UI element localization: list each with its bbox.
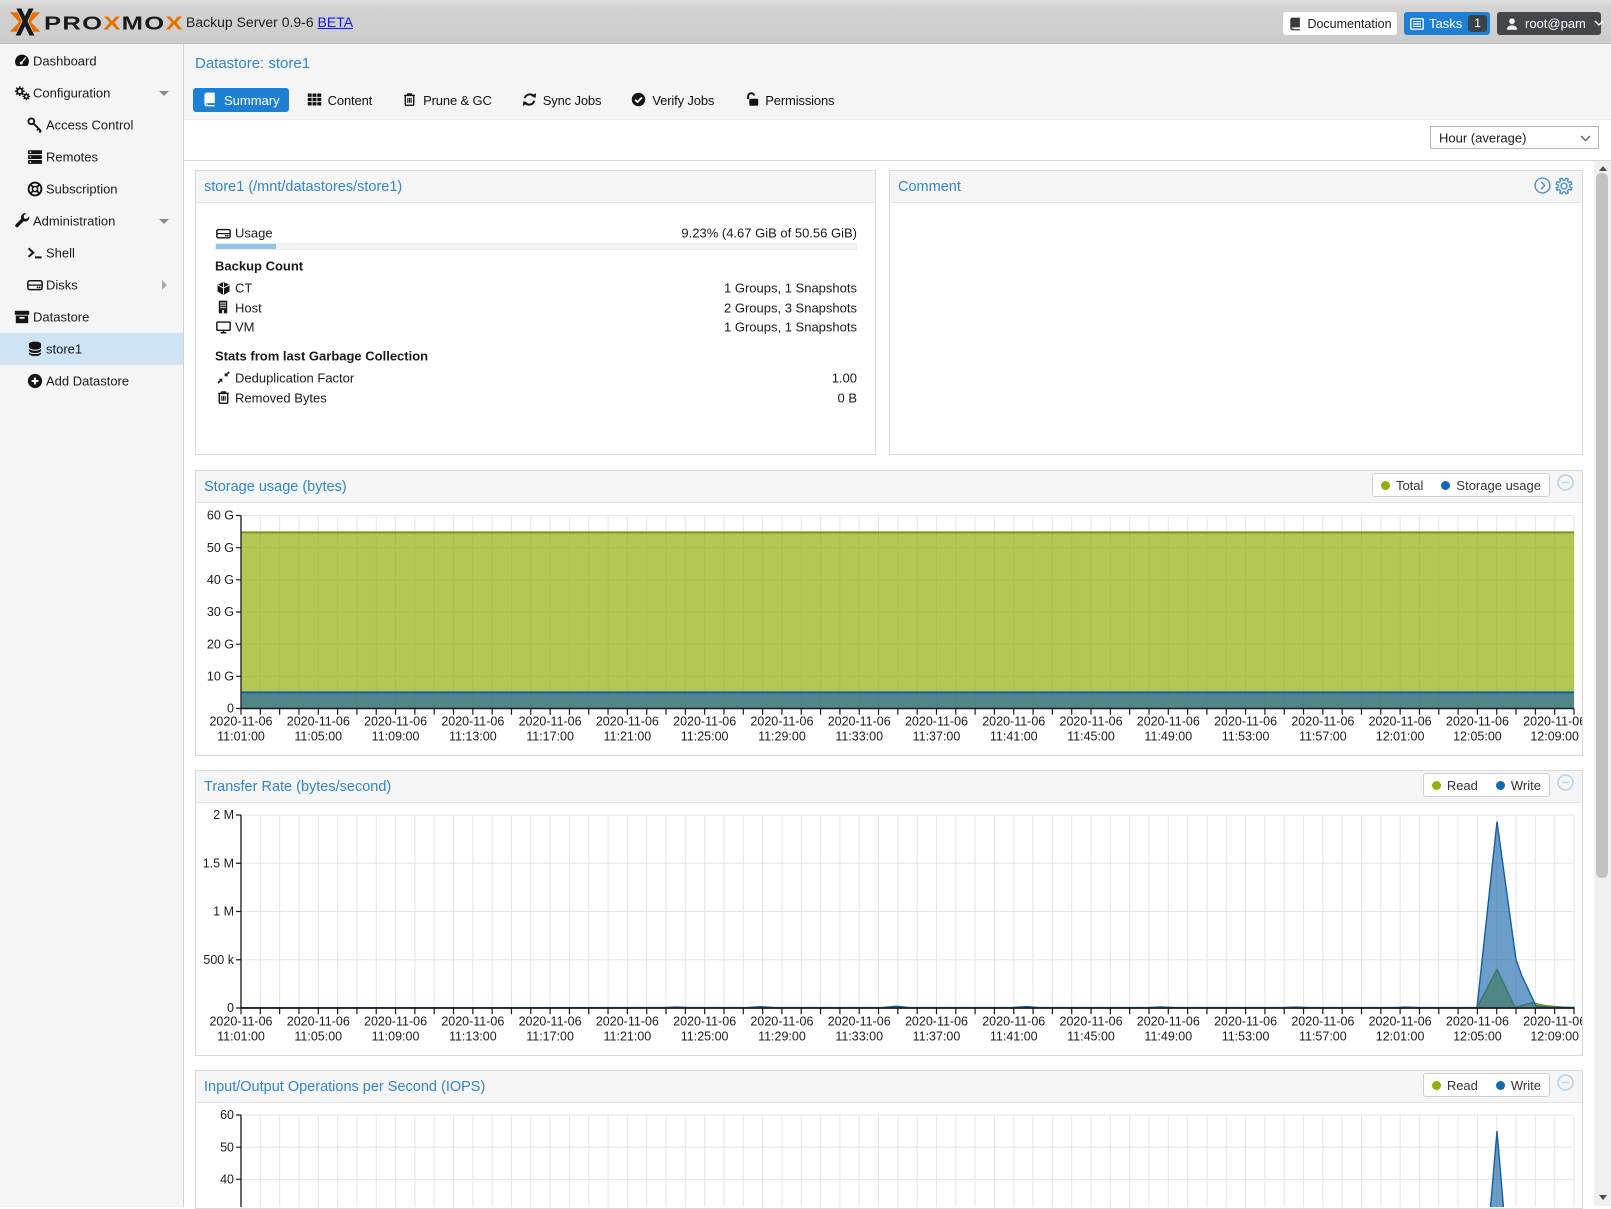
svg-text:2020-11-06: 2020-11-06 <box>982 715 1045 729</box>
svg-text:11:29:00: 11:29:00 <box>758 730 806 744</box>
svg-text:2020-11-06: 2020-11-06 <box>441 1015 504 1029</box>
svg-text:11:37:00: 11:37:00 <box>913 730 961 744</box>
svg-text:0: 0 <box>227 702 234 716</box>
svg-text:11:49:00: 11:49:00 <box>1144 730 1192 744</box>
svg-text:2020-11-06: 2020-11-06 <box>596 1015 659 1029</box>
svg-text:11:45:00: 11:45:00 <box>1067 1030 1115 1044</box>
svg-text:1 M: 1 M <box>213 905 234 919</box>
svg-text:2020-11-06: 2020-11-06 <box>1291 1015 1354 1029</box>
svg-text:0: 0 <box>227 1001 234 1015</box>
svg-text:2020-11-06: 2020-11-06 <box>1214 1015 1277 1029</box>
svg-text:30 G: 30 G <box>207 605 234 619</box>
svg-text:11:13:00: 11:13:00 <box>449 730 497 744</box>
svg-text:2020-11-06: 2020-11-06 <box>905 1015 968 1029</box>
svg-text:11:37:00: 11:37:00 <box>913 1030 961 1044</box>
svg-text:11:57:00: 11:57:00 <box>1299 730 1347 744</box>
svg-text:2020-11-06: 2020-11-06 <box>750 1015 813 1029</box>
svg-text:2020-11-06: 2020-11-06 <box>596 715 659 729</box>
svg-text:2020-11-06: 2020-11-06 <box>1523 715 1582 729</box>
svg-text:2020-11-06: 2020-11-06 <box>209 1015 272 1029</box>
svg-text:2020-11-06: 2020-11-06 <box>1060 715 1123 729</box>
svg-text:2020-11-06: 2020-11-06 <box>673 715 736 729</box>
svg-text:2020-11-06: 2020-11-06 <box>1214 715 1277 729</box>
svg-text:11:29:00: 11:29:00 <box>758 1030 806 1044</box>
svg-text:40: 40 <box>220 1173 234 1187</box>
svg-text:2020-11-06: 2020-11-06 <box>905 715 968 729</box>
svg-text:2020-11-06: 2020-11-06 <box>750 715 813 729</box>
svg-text:11:17:00: 11:17:00 <box>526 1030 574 1044</box>
svg-text:12:09:00: 12:09:00 <box>1530 730 1579 744</box>
svg-text:2020-11-06: 2020-11-06 <box>364 715 427 729</box>
svg-text:12:05:00: 12:05:00 <box>1453 730 1502 744</box>
svg-text:2020-11-06: 2020-11-06 <box>1369 1015 1432 1029</box>
svg-text:11:13:00: 11:13:00 <box>449 1030 497 1044</box>
svg-text:11:45:00: 11:45:00 <box>1067 730 1115 744</box>
svg-text:11:09:00: 11:09:00 <box>372 1030 420 1044</box>
svg-text:2020-11-06: 2020-11-06 <box>1137 715 1200 729</box>
svg-text:2020-11-06: 2020-11-06 <box>828 715 891 729</box>
svg-text:11:41:00: 11:41:00 <box>990 730 1038 744</box>
svg-text:11:09:00: 11:09:00 <box>372 730 420 744</box>
svg-text:20 G: 20 G <box>207 637 234 651</box>
svg-text:2020-11-06: 2020-11-06 <box>519 715 582 729</box>
svg-text:2020-11-06: 2020-11-06 <box>1523 1015 1582 1029</box>
svg-text:2020-11-06: 2020-11-06 <box>673 1015 736 1029</box>
svg-text:11:53:00: 11:53:00 <box>1222 1030 1270 1044</box>
svg-text:2020-11-06: 2020-11-06 <box>519 1015 582 1029</box>
svg-text:11:25:00: 11:25:00 <box>681 1030 729 1044</box>
svg-text:2020-11-06: 2020-11-06 <box>287 715 350 729</box>
svg-text:2020-11-06: 2020-11-06 <box>1446 715 1509 729</box>
svg-text:11:21:00: 11:21:00 <box>604 730 652 744</box>
svg-text:2020-11-06: 2020-11-06 <box>828 1015 891 1029</box>
svg-text:2020-11-06: 2020-11-06 <box>1060 1015 1123 1029</box>
svg-text:60 G: 60 G <box>207 509 234 523</box>
svg-text:11:01:00: 11:01:00 <box>217 730 265 744</box>
svg-text:11:33:00: 11:33:00 <box>835 730 883 744</box>
svg-text:2020-11-06: 2020-11-06 <box>364 1015 427 1029</box>
svg-text:11:49:00: 11:49:00 <box>1144 1030 1192 1044</box>
svg-text:11:53:00: 11:53:00 <box>1222 730 1270 744</box>
svg-text:12:01:00: 12:01:00 <box>1376 730 1425 744</box>
svg-text:10 G: 10 G <box>207 670 234 684</box>
svg-text:2020-11-06: 2020-11-06 <box>209 715 272 729</box>
svg-text:12:05:00: 12:05:00 <box>1453 1030 1502 1044</box>
svg-text:11:05:00: 11:05:00 <box>294 730 342 744</box>
svg-text:2 M: 2 M <box>213 808 234 822</box>
svg-text:11:57:00: 11:57:00 <box>1299 1030 1347 1044</box>
svg-text:11:01:00: 11:01:00 <box>217 1030 265 1044</box>
svg-text:11:25:00: 11:25:00 <box>681 730 729 744</box>
svg-text:11:33:00: 11:33:00 <box>835 1030 883 1044</box>
svg-text:2020-11-06: 2020-11-06 <box>287 1015 350 1029</box>
svg-text:11:21:00: 11:21:00 <box>604 1030 652 1044</box>
svg-text:2020-11-06: 2020-11-06 <box>1369 715 1432 729</box>
svg-text:11:41:00: 11:41:00 <box>990 1030 1038 1044</box>
svg-text:2020-11-06: 2020-11-06 <box>1291 715 1354 729</box>
svg-text:50: 50 <box>220 1140 234 1154</box>
svg-text:2020-11-06: 2020-11-06 <box>982 1015 1045 1029</box>
svg-text:12:01:00: 12:01:00 <box>1376 1030 1425 1044</box>
svg-text:11:17:00: 11:17:00 <box>526 730 574 744</box>
svg-text:500 k: 500 k <box>203 953 234 967</box>
svg-text:2020-11-06: 2020-11-06 <box>1446 1015 1509 1029</box>
svg-text:11:05:00: 11:05:00 <box>294 1030 342 1044</box>
svg-text:40 G: 40 G <box>207 573 234 587</box>
svg-text:12:09:00: 12:09:00 <box>1530 1030 1579 1044</box>
svg-text:50 G: 50 G <box>207 541 234 555</box>
svg-text:1.5 M: 1.5 M <box>203 856 234 870</box>
svg-text:60: 60 <box>220 1108 234 1122</box>
svg-text:2020-11-06: 2020-11-06 <box>1137 1015 1200 1029</box>
svg-text:2020-11-06: 2020-11-06 <box>441 715 504 729</box>
